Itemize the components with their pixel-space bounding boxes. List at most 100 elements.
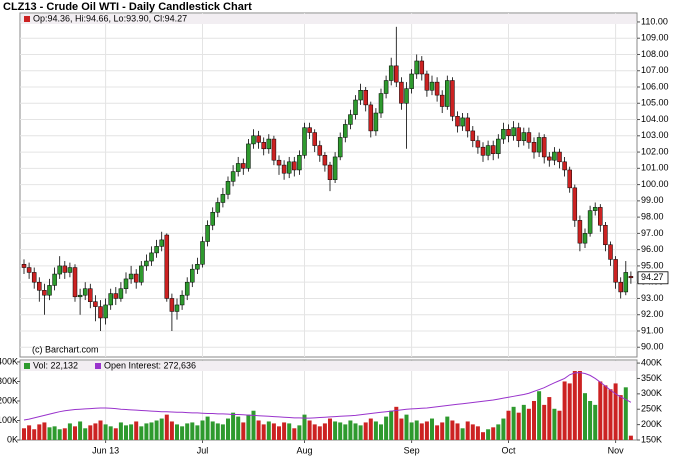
last-price-label: 94.27 <box>641 272 664 282</box>
candle-body <box>577 220 583 244</box>
candle-body <box>552 151 557 161</box>
candle-body <box>42 290 47 296</box>
y-tick-label: 103.00 <box>641 130 669 140</box>
candle-body <box>587 210 593 234</box>
volume-bar <box>506 410 511 440</box>
y2-tick-label: 250K <box>641 404 662 414</box>
volume-bar <box>628 435 633 440</box>
volume-bar <box>409 422 414 440</box>
candle-body <box>159 239 164 247</box>
candle-body <box>286 161 292 174</box>
candle-body <box>511 127 516 137</box>
candle-body <box>98 306 103 319</box>
volume-bar <box>261 424 266 440</box>
candle-body <box>327 164 333 180</box>
volume-bar <box>583 393 587 440</box>
y-tick-label: 99.00 <box>641 195 664 205</box>
volume-bar <box>475 426 480 440</box>
x-tick-label: Nov <box>608 445 625 455</box>
candle-body <box>353 99 358 115</box>
y-tick-label: 106.00 <box>641 81 669 91</box>
candle-body <box>547 156 552 161</box>
candle-body <box>184 281 190 296</box>
x-tick-label: Aug <box>296 445 312 455</box>
candle-body <box>256 135 261 143</box>
candle-body <box>404 88 409 104</box>
y-tick-label: 102.00 <box>641 146 669 156</box>
open-interest-line <box>23 372 632 421</box>
candle-body <box>179 294 185 306</box>
candle-body <box>373 112 379 132</box>
y-tick-label: 93.00 <box>641 293 664 303</box>
candle-body <box>322 155 328 166</box>
y-tick-label: 100.00 <box>641 179 669 189</box>
candle-body <box>82 288 88 296</box>
y-tick-label: 110.00 <box>641 16 668 26</box>
candle-body <box>480 146 486 156</box>
x-tick-label: Oct <box>501 445 516 455</box>
volume-bar <box>496 424 501 440</box>
x-tick-label: Jul <box>197 445 209 455</box>
candle-body <box>200 241 205 265</box>
candle-body <box>562 161 567 171</box>
candle-body <box>409 73 414 89</box>
chart-title: CLZ13 - Crude Oil WTI - Daily Candlestic… <box>3 1 252 13</box>
candle-body <box>424 73 430 91</box>
volume-bar <box>200 420 205 440</box>
volume-bar <box>537 391 542 440</box>
volume-bar <box>297 425 302 440</box>
y-tick-label: 95.00 <box>641 260 664 270</box>
volume-bar <box>404 414 409 440</box>
volume-bar <box>322 423 327 440</box>
y-tick-label: 108.00 <box>641 49 669 59</box>
y-tick-label: 100K <box>0 415 18 425</box>
candle-body <box>241 163 246 169</box>
candle-body <box>88 288 93 302</box>
candle-body <box>67 267 73 273</box>
candle-body <box>52 273 57 286</box>
legend-entry: Open Interest: 272,636 <box>104 360 196 370</box>
y-tick-label: 105.00 <box>641 98 669 108</box>
candle-body <box>572 187 578 221</box>
candle-body <box>348 114 353 125</box>
candle-body <box>434 81 440 96</box>
candle-body <box>358 90 363 101</box>
candle-body <box>123 278 129 289</box>
volume-bar <box>185 423 190 440</box>
volume-bar <box>348 420 353 440</box>
volume-bar <box>277 426 281 440</box>
volume-bar <box>22 428 26 440</box>
y-tick-label: 300K <box>0 376 18 386</box>
candle-body <box>281 164 287 174</box>
volume-bar <box>73 426 77 440</box>
candle-body <box>77 294 83 298</box>
candle-body <box>266 138 272 150</box>
candle-body <box>439 94 445 107</box>
candle-body <box>394 65 399 83</box>
volume-bar <box>62 428 67 440</box>
volume-bar <box>399 418 404 440</box>
candle-body <box>475 140 481 148</box>
candle-body <box>261 142 266 150</box>
candle-body <box>21 264 27 268</box>
volume-bar <box>588 400 593 440</box>
candle-body <box>608 244 613 260</box>
candle-body <box>363 90 368 106</box>
volume-bar <box>78 421 83 440</box>
y2-tick-label: 350K <box>641 373 662 383</box>
volume-bar <box>328 418 332 440</box>
volume-bar <box>175 424 179 440</box>
volume-bar <box>42 422 47 440</box>
volume-bar <box>572 367 577 440</box>
candle-body <box>541 137 547 158</box>
volume-bar <box>317 426 322 440</box>
volume-bar <box>333 421 338 440</box>
y-tick-label: 400K <box>0 356 18 366</box>
volume-bar <box>27 425 32 440</box>
volume-bar <box>491 427 496 440</box>
volume-bar <box>526 408 531 440</box>
copyright: (c) Barchart.com <box>32 344 99 354</box>
y-tick-label: 97.00 <box>641 228 664 238</box>
legend-text: Op:94.36, Hi:94.66, Lo:93.90, Cl:94.27 <box>33 13 187 23</box>
candle-body <box>302 127 307 156</box>
